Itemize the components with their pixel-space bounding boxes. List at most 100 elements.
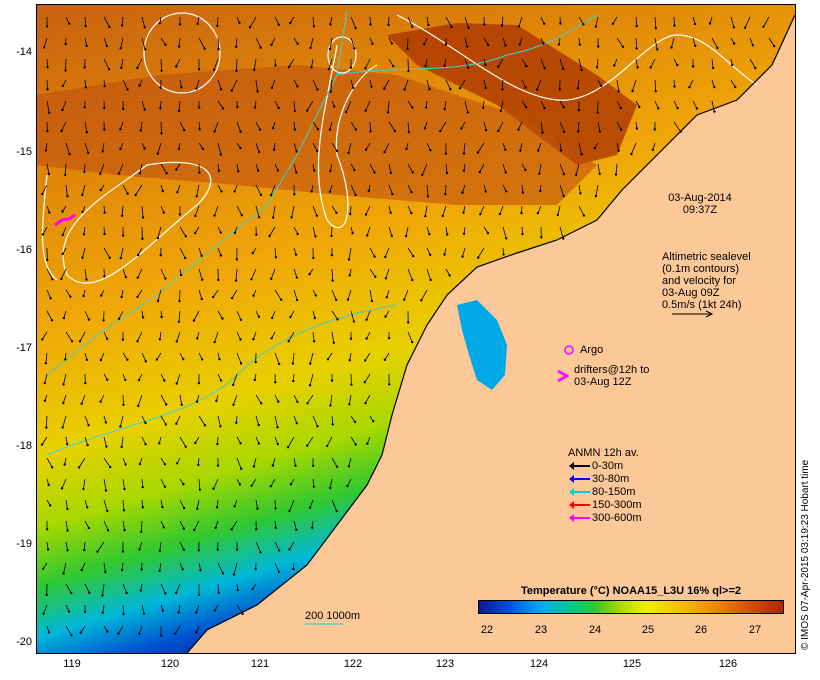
velocity-arrow-head: [79, 631, 82, 634]
velocity-arrow: [654, 79, 657, 92]
velocity-arrow: [616, 100, 622, 109]
velocity-arrow: [137, 289, 143, 298]
velocity-arrow: [559, 121, 565, 133]
velocity-arrow: [631, 142, 637, 155]
velocity-arrow-head: [276, 426, 279, 429]
velocity-arrow-head: [305, 109, 309, 112]
velocity-arrow: [559, 100, 565, 108]
velocity-arrow-head: [679, 130, 682, 133]
velocity-arrow: [288, 58, 295, 68]
velocity-arrow: [103, 247, 111, 259]
velocity-arrow-head: [619, 128, 623, 131]
velocity-arrow-head: [197, 549, 200, 552]
velocity-arrow: [311, 58, 314, 68]
velocity-arrow-head: [46, 548, 50, 551]
velocity-arrow-head: [708, 22, 712, 25]
velocity-arrow-head: [252, 338, 255, 341]
velocity-arrow: [483, 79, 486, 88]
velocity-arrow-head: [329, 90, 332, 93]
anmn-item-label: 0-30m: [592, 460, 624, 472]
velocity-arrow-head: [50, 319, 54, 322]
velocity-arrow-head: [64, 358, 67, 361]
velocity-arrow-head: [364, 213, 368, 216]
velocity-arrow-head: [196, 22, 199, 25]
colorbar-tick: 26: [694, 624, 708, 636]
velocity-arrow-head: [335, 509, 338, 513]
velocity-arrow: [178, 37, 181, 47]
velocity-arrow: [616, 79, 620, 92]
velocity-arrow-head: [270, 337, 273, 340]
velocity-arrow: [139, 163, 143, 174]
velocity-arrow: [540, 121, 543, 133]
velocity-arrow: [616, 142, 620, 151]
velocity-arrow-head: [250, 484, 253, 487]
velocity-arrow: [177, 184, 181, 193]
velocity-arrow: [269, 226, 276, 237]
lon-tick: 121: [250, 658, 270, 670]
velocity-arrow-head: [274, 256, 278, 259]
velocity-arrow: [312, 478, 315, 487]
velocity-arrow-head: [520, 211, 523, 215]
velocity-arrow-head: [136, 66, 139, 70]
velocity-arrow: [711, 58, 714, 69]
velocity-arrow-head: [352, 320, 356, 323]
velocity-arrow-head: [420, 299, 423, 302]
velocity-arrow-head: [221, 107, 225, 110]
velocity-arrow: [255, 415, 260, 426]
velocity-arrow-head: [136, 340, 139, 343]
velocity-arrow: [366, 331, 371, 339]
velocity-arrow-head: [87, 318, 91, 321]
velocity-arrow-head: [144, 421, 147, 425]
velocity-arrow: [348, 457, 352, 467]
velocity-arrow-head: [371, 42, 374, 45]
velocity-arrow: [384, 247, 390, 258]
velocity-arrow-head: [369, 23, 372, 26]
velocity-arrow: [231, 79, 238, 91]
velocity-arrow-head: [240, 214, 243, 217]
velocity-arrow-head: [693, 22, 697, 26]
velocity-arrow: [347, 478, 352, 487]
velocity-arrow: [348, 394, 352, 405]
velocity-arrow: [198, 289, 203, 300]
velocity-arrow-head: [559, 149, 563, 152]
velocity-arrow: [122, 604, 124, 615]
velocity-arrow: [122, 499, 125, 511]
velocity-arrow-head: [182, 128, 186, 132]
velocity-arrow-head: [213, 214, 216, 217]
velocity-arrow: [236, 121, 241, 132]
velocity-arrow: [365, 142, 371, 150]
velocity-arrow: [44, 373, 48, 384]
velocity-arrow-head: [199, 569, 202, 572]
velocity-arrow: [559, 184, 565, 197]
velocity-arrow-head: [268, 234, 271, 238]
velocity-arrow: [160, 58, 162, 71]
velocity-arrow: [426, 16, 429, 26]
velocity-arrow-head: [312, 25, 316, 28]
velocity-arrow-head: [294, 464, 297, 467]
velocity-arrow: [236, 352, 242, 364]
velocity-arrow: [138, 625, 143, 634]
velocity-arrow-head: [40, 443, 44, 446]
velocity-arrow: [46, 541, 49, 550]
velocity-arrow: [518, 16, 523, 27]
velocity-arrow: [179, 289, 181, 302]
velocity-arrow: [330, 394, 333, 406]
velocity-arrow-head: [670, 46, 673, 49]
velocity-arrow-head: [106, 529, 110, 532]
velocity-arrow: [46, 79, 48, 90]
velocity-arrow: [578, 205, 585, 216]
velocity-arrow: [160, 583, 166, 594]
velocity-arrow-head: [484, 128, 488, 132]
velocity-arrow-head: [177, 611, 180, 614]
velocity-arrow: [312, 331, 315, 342]
velocity-arrow-head: [287, 340, 290, 343]
velocity-arrow-head: [49, 504, 52, 507]
velocity-arrow-head: [426, 195, 430, 198]
velocity-arrow: [102, 604, 105, 613]
velocity-arrow: [464, 16, 469, 28]
velocity-arrow-head: [580, 153, 583, 156]
velocity-arrow-head: [649, 66, 652, 69]
velocity-arrow-head: [353, 47, 356, 50]
velocity-arrow: [520, 142, 523, 151]
velocity-arrow-head: [524, 106, 528, 109]
